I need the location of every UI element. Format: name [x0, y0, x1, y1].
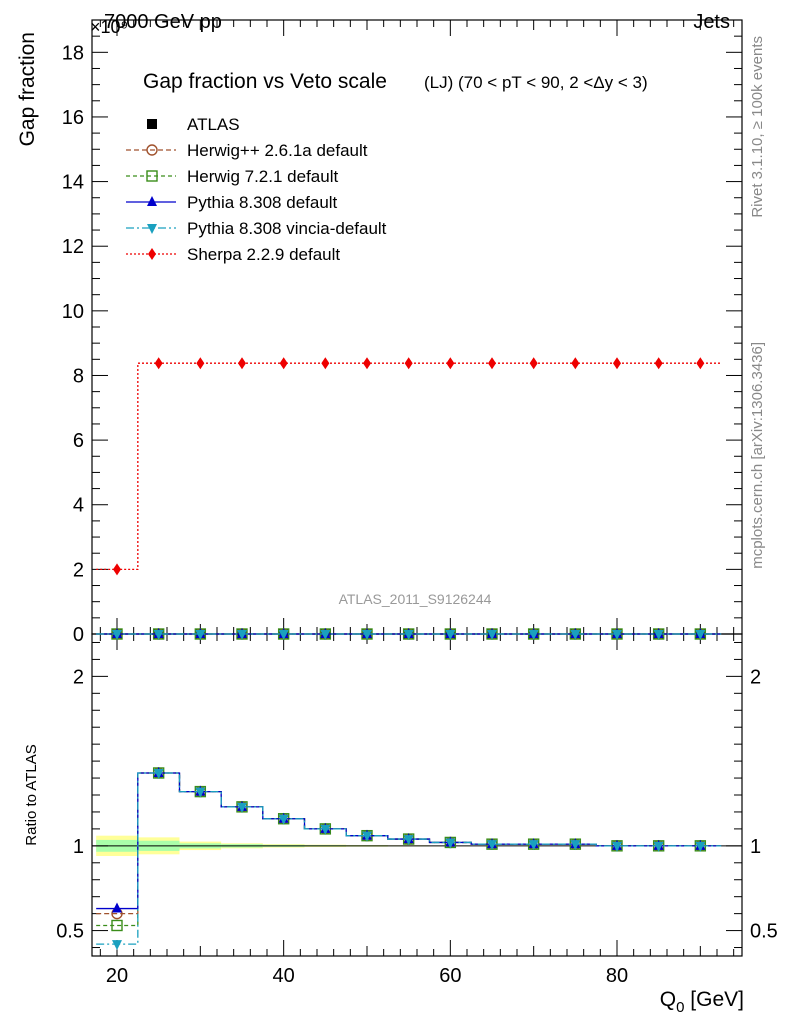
legend-item-atlas: ATLAS	[147, 115, 240, 134]
header-energy: 7000 GeV pp	[104, 11, 222, 33]
y-tick-label: 6	[73, 430, 84, 452]
y-tick-label: 14	[62, 172, 84, 194]
legend-marker	[148, 248, 156, 260]
legend-label: Herwig 7.2.1 default	[187, 167, 338, 186]
y-tick-label: 10	[62, 301, 84, 323]
series-line-pythia-8-308-vincia-default	[96, 773, 721, 944]
y-tick-label: 16	[62, 107, 84, 129]
legend-marker	[147, 224, 157, 234]
header-process: Jets	[693, 11, 730, 33]
ratio-y-axis: 0.5 0.5 1 1 2 2	[56, 642, 778, 947]
ratio-tick-label: 0.5	[56, 921, 84, 943]
data-point-sherpa-2-2-9-default	[613, 357, 621, 369]
legend: ATLAS Herwig++ 2.6.1a default Herwig 7.2.1…	[126, 115, 387, 264]
data-point-pythia-8-308-vincia-default	[112, 940, 122, 950]
ratio-y-axis-title: Ratio to ATLAS	[23, 744, 40, 845]
legend-label: Pythia 8.308 default	[187, 193, 338, 212]
legend-item-herwig-7-2-1-default: Herwig 7.2.1 default	[126, 167, 338, 186]
data-point-sherpa-2-2-9-default	[196, 357, 204, 369]
ratio-plot-frame	[92, 634, 742, 956]
ratio-tick-label-right: 0.5	[750, 921, 778, 943]
y-tick-label: 0	[73, 624, 84, 646]
mcplots-label: mcplots.cern.ch [arXiv:1306.3436]	[749, 342, 766, 569]
data-point-sherpa-2-2-9-default	[113, 563, 121, 575]
y-tick-label: 8	[73, 365, 84, 387]
main-plot-frame	[92, 20, 742, 634]
ratio-series-layer	[96, 767, 721, 950]
main-y-axis-title: Gap fraction	[16, 32, 39, 146]
main-y-axis: 0 2 4 6 8 10 12 14 16 18	[62, 36, 742, 646]
ratio-tick-label: 1	[73, 836, 84, 858]
data-point-sherpa-2-2-9-default	[446, 357, 454, 369]
plot-subtitle: (LJ) (70 < pT < 90, 2 <Δy < 3)	[424, 73, 648, 92]
data-point-sherpa-2-2-9-default	[488, 357, 496, 369]
x-tick-label: 80	[606, 965, 628, 987]
data-point-sherpa-2-2-9-default	[155, 357, 163, 369]
y-tick-label: 12	[62, 236, 84, 258]
data-point-sherpa-2-2-9-default	[405, 357, 413, 369]
legend-marker	[147, 196, 157, 206]
legend-label: ATLAS	[187, 115, 240, 134]
analysis-id: ATLAS_2011_S9126244	[339, 591, 492, 607]
legend-item-pythia-8-308-vincia-default: Pythia 8.308 vincia-default	[126, 219, 387, 238]
ratio-tick-label: 2	[73, 666, 84, 688]
data-point-sherpa-2-2-9-default	[321, 357, 329, 369]
y-tick-label: 2	[73, 559, 84, 581]
y-tick-label: 4	[73, 495, 84, 517]
legend-item-sherpa-2-2-9-default: Sherpa 2.2.9 default	[126, 245, 340, 264]
data-point-sherpa-2-2-9-default	[238, 357, 246, 369]
x-tick-label: 20	[106, 965, 128, 987]
legend-marker	[147, 119, 157, 129]
data-point-sherpa-2-2-9-default	[280, 357, 288, 369]
data-point-pythia-8-308-default	[112, 903, 122, 913]
series-sherpa-2-2-9-default	[96, 357, 721, 575]
rivet-label: Rivet 3.1.10, ≥ 100k events	[749, 36, 766, 218]
series-line-sherpa-2-2-9-default	[96, 363, 721, 569]
data-point-sherpa-2-2-9-default	[530, 357, 538, 369]
data-point-sherpa-2-2-9-default	[363, 357, 371, 369]
series-pythia-8-308-vincia-default	[96, 769, 721, 950]
x-tick-label: 60	[439, 965, 461, 987]
legend-item-pythia-8-308-default: Pythia 8.308 default	[126, 193, 338, 212]
x-axis-title: Q0 [GeV]	[660, 988, 744, 1016]
data-point-sherpa-2-2-9-default	[696, 357, 704, 369]
legend-label: Herwig++ 2.6.1a default	[187, 141, 368, 160]
data-point-sherpa-2-2-9-default	[571, 357, 579, 369]
y-tick-label: 18	[62, 42, 84, 64]
legend-label: Pythia 8.308 vincia-default	[187, 219, 387, 238]
ratio-tick-label-right: 2	[750, 666, 761, 688]
series-pythia-8-308-vincia-default	[96, 630, 721, 640]
x-tick-label: 40	[273, 965, 295, 987]
legend-item-herwig-2-6-1a-default: Herwig++ 2.6.1a default	[126, 141, 368, 160]
legend-label: Sherpa 2.2.9 default	[187, 245, 340, 264]
data-point-sherpa-2-2-9-default	[655, 357, 663, 369]
plot-title: Gap fraction vs Veto scale	[143, 70, 387, 93]
ratio-tick-label-right: 1	[750, 836, 761, 858]
